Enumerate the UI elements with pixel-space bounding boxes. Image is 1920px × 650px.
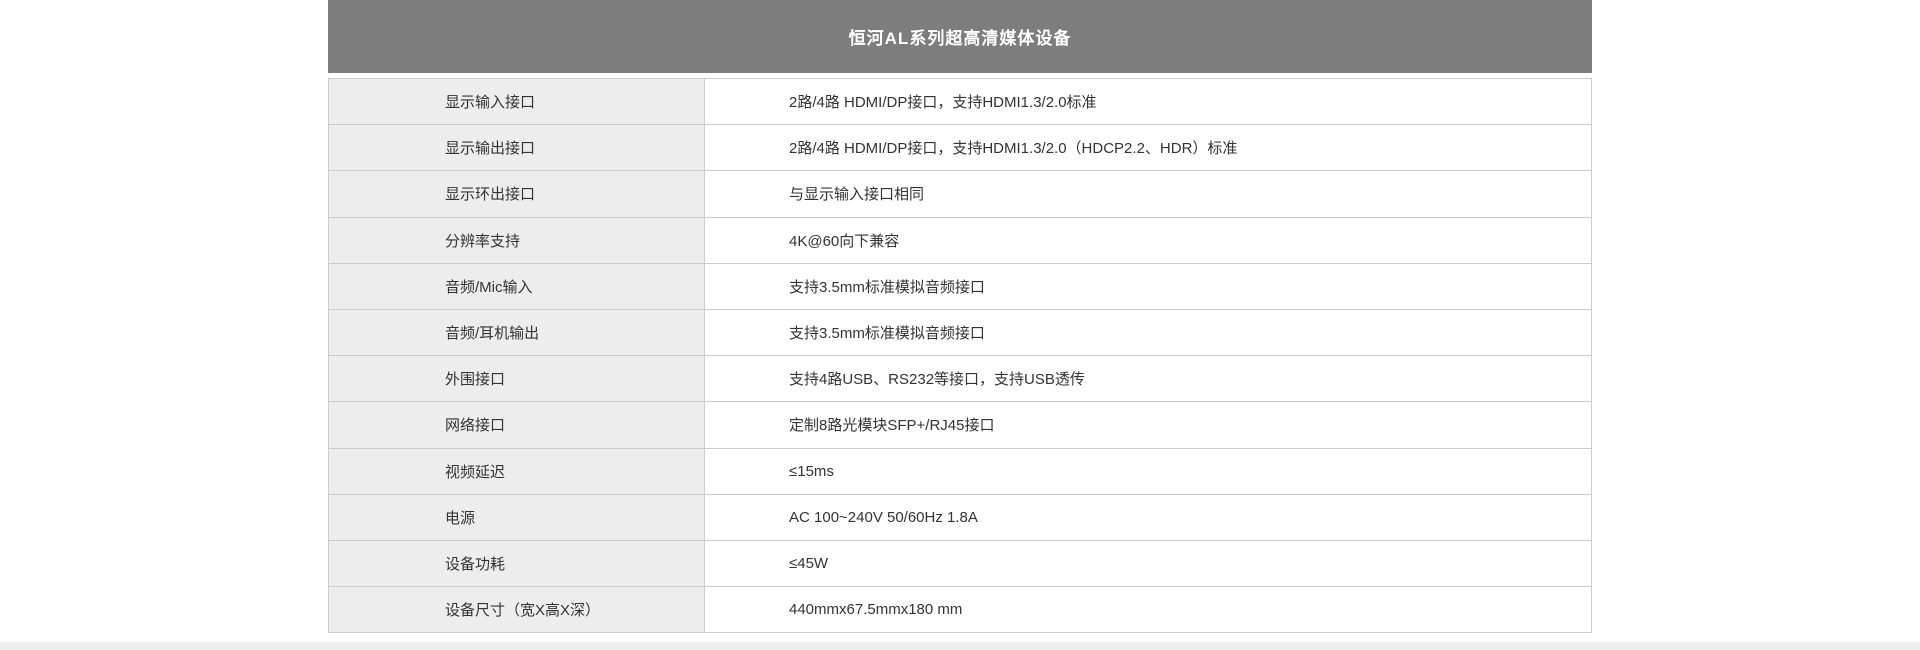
spec-label: 显示环出接口 (329, 171, 705, 217)
spec-table-title: 恒河AL系列超高清媒体设备 (848, 29, 1072, 48)
page-bottom-strip (0, 642, 1920, 650)
spec-value: ≤15ms (705, 448, 1591, 494)
spec-label: 设备功耗 (329, 540, 705, 587)
table-row: 音频/耳机输出 支持3.5mm标准模拟音频接口 (329, 308, 1591, 356)
spec-label: 音频/Mic输入 (329, 263, 705, 309)
spec-label: 外围接口 (329, 356, 705, 402)
table-row: 电源 AC 100~240V 50/60Hz 1.8A (329, 493, 1591, 540)
table-row: 设备功耗 ≤45W (329, 539, 1591, 587)
spec-table-header: 恒河AL系列超高清媒体设备 (328, 0, 1592, 73)
spec-table: 恒河AL系列超高清媒体设备 显示输入接口 2路/4路 HDMI/DP接口，支持H… (328, 0, 1592, 634)
spec-table-body: 显示输入接口 2路/4路 HDMI/DP接口，支持HDMI1.3/2.0标准 显… (328, 78, 1592, 634)
spec-label: 设备尺寸（宽X高X深） (329, 587, 705, 633)
spec-value: 定制8路光模块SFP+/RJ45接口 (705, 402, 1591, 448)
spec-value: 2路/4路 HDMI/DP接口，支持HDMI1.3/2.0标准 (705, 79, 1591, 125)
table-row: 设备尺寸（宽X高X深） 440mmx67.5mmx180 mm (329, 586, 1591, 633)
table-row: 显示输入接口 2路/4路 HDMI/DP接口，支持HDMI1.3/2.0标准 (329, 79, 1591, 125)
spec-value: 与显示输入接口相同 (705, 171, 1591, 217)
spec-value: 支持3.5mm标准模拟音频接口 (705, 309, 1591, 356)
spec-value: AC 100~240V 50/60Hz 1.8A (705, 494, 1591, 540)
table-row: 外围接口 支持4路USB、RS232等接口，支持USB透传 (329, 355, 1591, 402)
table-row: 视频延迟 ≤15ms (329, 447, 1591, 494)
spec-value: 支持4路USB、RS232等接口，支持USB透传 (705, 356, 1591, 402)
table-row: 网络接口 定制8路光模块SFP+/RJ45接口 (329, 401, 1591, 448)
table-row: 音频/Mic输入 支持3.5mm标准模拟音频接口 (329, 262, 1591, 309)
table-row: 分辨率支持 4K@60向下兼容 (329, 216, 1591, 263)
spec-label: 电源 (329, 494, 705, 540)
spec-label: 网络接口 (329, 402, 705, 448)
table-row: 显示输出接口 2路/4路 HDMI/DP接口，支持HDMI1.3/2.0（HDC… (329, 124, 1591, 171)
spec-label: 显示输出接口 (329, 125, 705, 171)
spec-value: 支持3.5mm标准模拟音频接口 (705, 263, 1591, 309)
spec-value: 4K@60向下兼容 (705, 217, 1591, 263)
table-row: 显示环出接口 与显示输入接口相同 (329, 170, 1591, 217)
spec-value: ≤45W (705, 540, 1591, 587)
spec-label: 音频/耳机输出 (329, 309, 705, 356)
spec-label: 分辨率支持 (329, 217, 705, 263)
spec-label: 视频延迟 (329, 448, 705, 494)
spec-value: 440mmx67.5mmx180 mm (705, 587, 1591, 633)
spec-value: 2路/4路 HDMI/DP接口，支持HDMI1.3/2.0（HDCP2.2、HD… (705, 125, 1591, 171)
spec-label: 显示输入接口 (329, 79, 705, 125)
